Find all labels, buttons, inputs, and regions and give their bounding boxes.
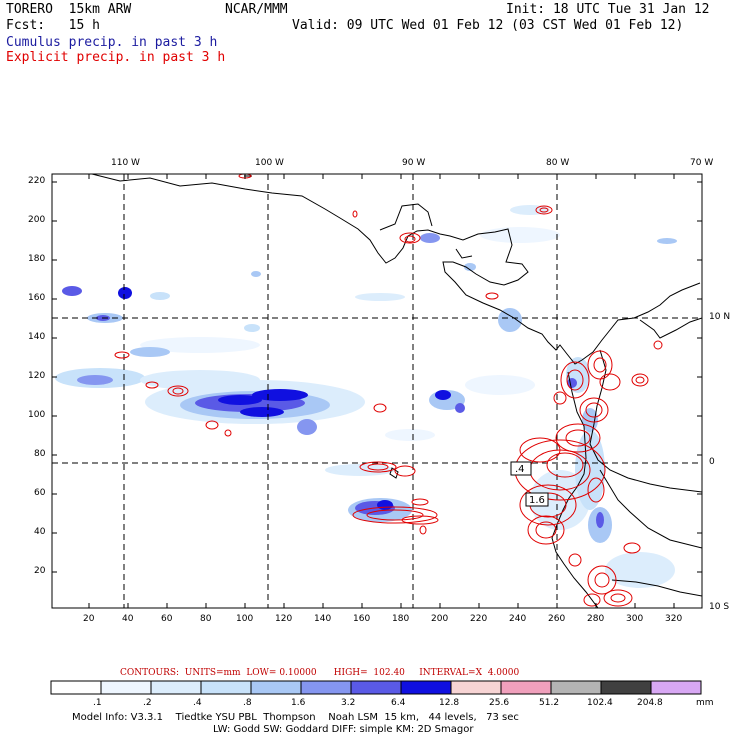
legend-label: 51.2 xyxy=(539,698,560,708)
legend-label: .1 xyxy=(93,698,102,708)
x-tick-label: 220 xyxy=(470,614,488,624)
map-frame xyxy=(51,173,703,609)
lat-label-10s: 10 S xyxy=(709,602,730,612)
x-tick-label: 240 xyxy=(509,614,527,624)
valid-time: Valid: 09 UTC Wed 01 Feb 12 (03 CST Wed … xyxy=(292,18,684,33)
explicit-precip-contours xyxy=(114,174,663,607)
lon-label-70w: 70 W xyxy=(690,158,714,168)
cumulus-precip-areas xyxy=(55,205,677,588)
y-tick-label: 40 xyxy=(34,527,46,537)
explicit-legend-title: Explicit precip. in past 3 h xyxy=(6,50,226,65)
y-tick-label: 60 xyxy=(34,488,46,498)
y-tick-label: 80 xyxy=(34,449,46,459)
legend-label: .8 xyxy=(243,698,252,708)
legend-label: .2 xyxy=(143,698,152,708)
y-tick-label: 220 xyxy=(28,176,46,186)
y-tick-label: 100 xyxy=(28,410,46,420)
legend-label: 12.8 xyxy=(439,698,460,708)
x-tick-label: 120 xyxy=(275,614,293,624)
y-tick-label: 180 xyxy=(28,254,46,264)
center-label: NCAR/MMM xyxy=(225,2,288,17)
lon-label-80w: 80 W xyxy=(546,158,570,168)
x-tick-label: 40 xyxy=(122,614,134,624)
y-tick-label: 20 xyxy=(34,566,46,576)
init-time: Init: 18 UTC Tue 31 Jan 12 xyxy=(506,2,710,17)
lon-label-90w: 90 W xyxy=(402,158,426,168)
legend-label: 25.6 xyxy=(489,698,510,708)
y-tick-label: 120 xyxy=(28,371,46,381)
contour-label-1: .4 xyxy=(515,464,525,475)
x-tick-label: 20 xyxy=(83,614,95,624)
coastlines xyxy=(91,174,702,608)
legend-label: 6.4 xyxy=(391,698,406,708)
x-tick-label: 300 xyxy=(626,614,644,624)
x-tick-label: 280 xyxy=(587,614,605,624)
x-tick-label: 320 xyxy=(665,614,683,624)
legend-label: 3.2 xyxy=(341,698,356,708)
y-tick-label: 140 xyxy=(28,332,46,342)
legend-label: 1.6 xyxy=(291,698,306,708)
x-tick-label: 160 xyxy=(353,614,371,624)
x-tick-label: 260 xyxy=(548,614,566,624)
lat-label-0: 0 xyxy=(709,457,715,467)
x-tick-label: 60 xyxy=(161,614,173,624)
y-tick-label: 160 xyxy=(28,293,46,303)
x-axis-ticks xyxy=(88,174,675,608)
legend-label: .4 xyxy=(193,698,202,708)
contour-info: CONTOURS: UNITS=mm LOW= 0.10000 HIGH= 10… xyxy=(120,668,520,678)
x-tick-label: 100 xyxy=(236,614,254,624)
y-axis-ticks xyxy=(52,181,702,573)
y-tick-label: 200 xyxy=(28,215,46,225)
lat-label-10n: 10 N xyxy=(709,312,731,322)
x-tick-label: 140 xyxy=(314,614,332,624)
contour-label-box-2 xyxy=(525,492,549,507)
cumulus-legend-title: Cumulus precip. in past 3 h xyxy=(6,35,218,50)
legend-label: 102.4 xyxy=(587,698,613,708)
contour-label-2: 1.6 xyxy=(529,495,545,506)
contour-label-box-1 xyxy=(510,461,532,476)
x-tick-label: 200 xyxy=(431,614,449,624)
physics-info: LW: Godd SW: Goddard DIFF: simple KM: 2D… xyxy=(213,724,474,735)
lat-lon-grid xyxy=(52,174,702,608)
x-tick-label: 80 xyxy=(200,614,212,624)
model-info: Model Info: V3.3.1 Tiedtke YSU PBL Thomp… xyxy=(72,712,519,723)
lon-label-110w: 110 W xyxy=(111,158,140,168)
model-title: TORERO 15km ARW xyxy=(6,2,132,17)
legend-label: 204.8 xyxy=(637,698,663,708)
legend-unit: mm xyxy=(696,698,714,708)
lon-label-100w: 100 W xyxy=(255,158,284,168)
forecast-hour: Fcst: 15 h xyxy=(6,18,100,33)
x-tick-label: 180 xyxy=(392,614,410,624)
